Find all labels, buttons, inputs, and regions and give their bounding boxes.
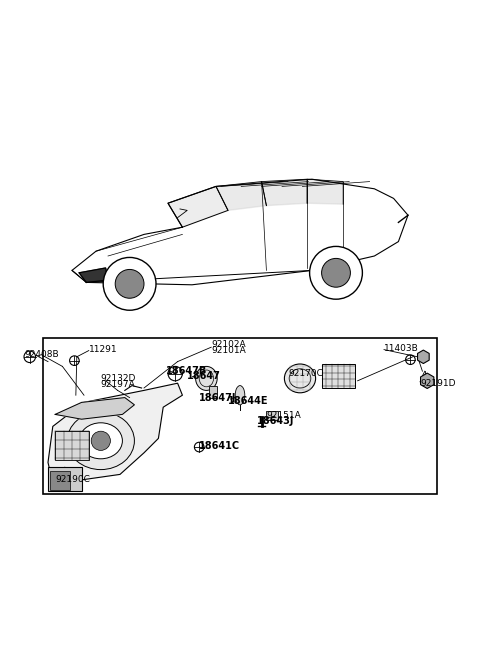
Polygon shape	[418, 350, 429, 363]
Text: 18647: 18647	[187, 371, 221, 381]
Circle shape	[322, 258, 350, 287]
Circle shape	[103, 257, 156, 310]
Polygon shape	[216, 182, 266, 211]
Bar	[266, 411, 278, 420]
Text: 92190C: 92190C	[55, 475, 90, 483]
Ellipse shape	[67, 412, 134, 470]
Bar	[55, 431, 89, 460]
Circle shape	[91, 431, 110, 451]
Polygon shape	[420, 373, 434, 388]
Polygon shape	[168, 186, 228, 227]
Text: 11403B: 11403B	[384, 344, 419, 353]
Text: 92408B: 92408B	[24, 350, 59, 359]
Polygon shape	[262, 179, 307, 205]
Bar	[48, 467, 82, 491]
Circle shape	[310, 247, 362, 299]
Polygon shape	[307, 179, 343, 204]
Polygon shape	[55, 398, 134, 419]
Text: 92197A: 92197A	[101, 380, 135, 388]
Ellipse shape	[196, 367, 217, 390]
Text: 18643J: 18643J	[257, 416, 294, 426]
Bar	[50, 470, 70, 490]
Ellipse shape	[284, 364, 316, 393]
Text: 92101A: 92101A	[211, 346, 246, 355]
Text: 92102A: 92102A	[211, 340, 246, 349]
Text: 92170C: 92170C	[288, 369, 323, 378]
Ellipse shape	[235, 386, 245, 405]
Bar	[209, 386, 217, 398]
Ellipse shape	[79, 423, 122, 459]
Bar	[322, 364, 355, 388]
Text: 92191D: 92191D	[420, 379, 456, 388]
Polygon shape	[79, 268, 108, 282]
Circle shape	[115, 270, 144, 298]
Text: 92151A: 92151A	[266, 411, 301, 420]
Text: 92132D: 92132D	[101, 374, 136, 383]
Text: 18647J: 18647J	[199, 392, 237, 403]
Text: 18647B: 18647B	[166, 366, 207, 376]
Polygon shape	[48, 383, 182, 484]
Text: 18644E: 18644E	[228, 396, 268, 406]
Text: 18641C: 18641C	[199, 441, 240, 451]
Text: 11291: 11291	[89, 345, 118, 354]
